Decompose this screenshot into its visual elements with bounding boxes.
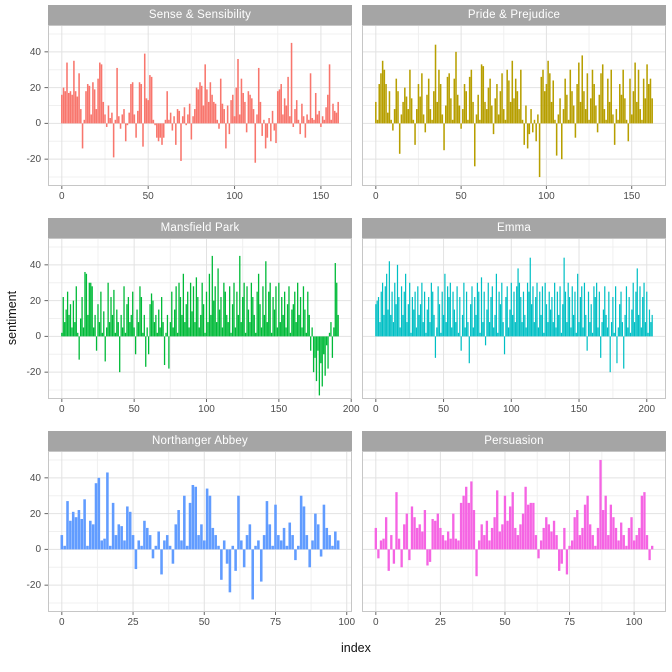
x-tick-label: 150	[570, 404, 588, 415]
y-tick-label: -20	[26, 580, 41, 592]
facet-panel	[44, 25, 352, 189]
x-tick-label: 150	[623, 191, 641, 202]
facet-strip: Pride & Prejudice	[362, 5, 666, 25]
x-tick-label: 50	[437, 404, 450, 415]
y-tick-label: 20	[29, 82, 41, 94]
facet-strip: Persuasion	[362, 431, 666, 451]
x-tick-label: 100	[502, 404, 520, 415]
facet-mansfield-park: Mansfield Park	[44, 218, 356, 406]
facet-northanger-abbey: Northanger Abbey	[44, 431, 356, 619]
facet-strip: Emma	[362, 218, 666, 238]
x-tick-label: 100	[338, 617, 356, 628]
facet-title: Northanger Abbey	[152, 435, 248, 447]
facet-title: Pride & Prejudice	[467, 9, 561, 21]
y-tick-label: -20	[26, 367, 41, 379]
y-tick-label: 0	[35, 118, 41, 130]
x-tick-label: 50	[142, 191, 154, 202]
y-tick-label: 40	[29, 259, 41, 271]
facet-panel	[362, 25, 666, 189]
x-tick-label: 150	[312, 191, 330, 202]
facet-strip: Sense & Sensibility	[48, 5, 352, 25]
x-tick-label: 25	[434, 617, 446, 628]
x-tick-label: 25	[127, 617, 139, 628]
facet-title: Emma	[496, 222, 532, 234]
facet-title: Sense & Sensibility	[148, 9, 252, 21]
x-tick-label: 50	[499, 617, 511, 628]
x-tick-label: 0	[59, 617, 65, 628]
x-tick-label: 50	[455, 191, 467, 202]
y-tick-label: 40	[29, 472, 41, 484]
facet-strip: Mansfield Park	[48, 218, 352, 238]
x-tick-label: 100	[198, 404, 215, 415]
x-tick-label: 50	[198, 617, 210, 628]
facet-sense-and-sensibility: Sense & Sensibility	[44, 5, 356, 193]
x-tick-label: 0	[59, 404, 65, 415]
x-axis-title: index	[341, 641, 371, 655]
x-tick-label: 0	[373, 191, 379, 202]
y-tick-label: -20	[26, 154, 41, 166]
x-tick-label: 200	[638, 404, 656, 415]
x-tick-label: 0	[373, 404, 379, 415]
x-tick-label: 100	[226, 191, 243, 202]
facet-title: Persuasion	[484, 435, 544, 447]
facet-panel	[44, 451, 352, 615]
y-tick-label: 0	[35, 544, 41, 556]
x-tick-label: 50	[128, 404, 140, 415]
facet-panel	[362, 451, 666, 615]
y-tick-label: 20	[29, 295, 41, 307]
facet-panel	[44, 238, 352, 402]
y-tick-label: 0	[35, 331, 41, 343]
facet-title: Mansfield Park	[160, 222, 240, 234]
facet-emma: Emma	[358, 218, 670, 406]
facet-persuasion: Persuasion	[358, 431, 670, 619]
x-tick-label: 0	[59, 191, 65, 202]
y-tick-label: 20	[29, 508, 41, 520]
facet-pride-and-prejudice: Pride & Prejudice	[358, 5, 670, 193]
x-tick-label: 0	[373, 617, 379, 628]
x-tick-label: 75	[269, 617, 282, 628]
y-tick-label: 40	[29, 46, 41, 58]
x-tick-label: 200	[342, 404, 360, 415]
x-tick-label: 75	[563, 617, 576, 628]
x-tick-label: 100	[625, 617, 643, 628]
facet-strip: Northanger Abbey	[48, 431, 352, 451]
facet-panel	[362, 238, 666, 402]
x-tick-label: 100	[538, 191, 555, 202]
x-tick-label: 150	[270, 404, 288, 415]
